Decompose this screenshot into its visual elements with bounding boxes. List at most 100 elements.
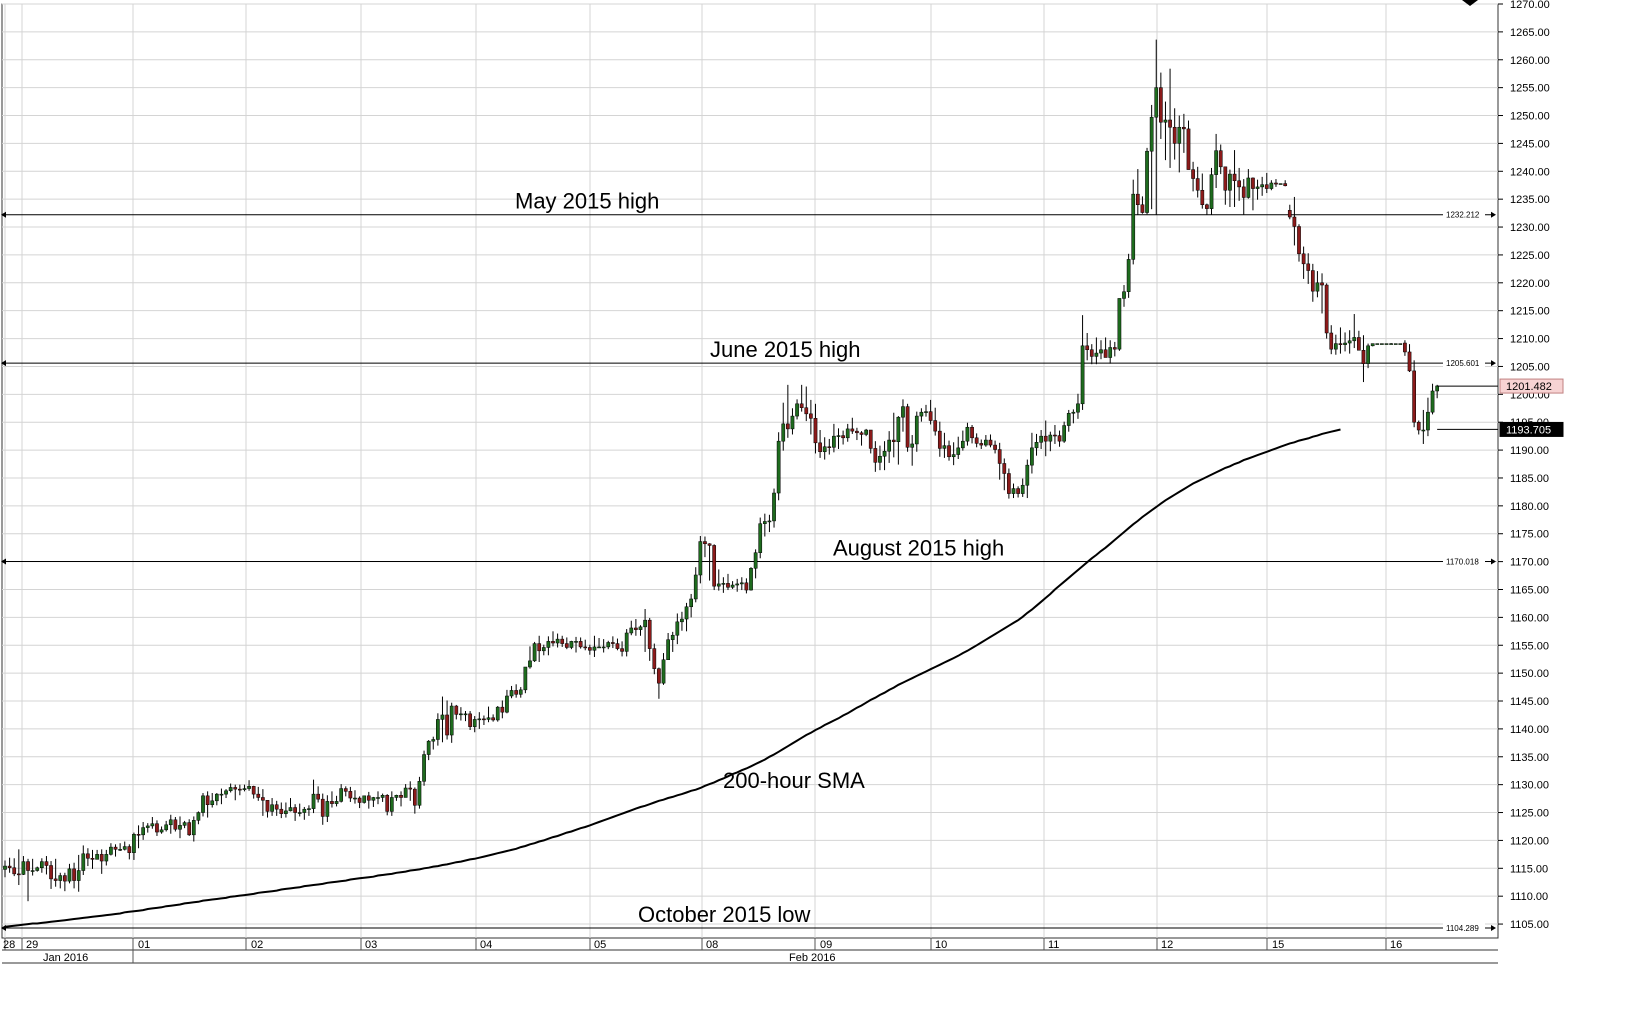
candle — [164, 820, 169, 832]
candle — [463, 711, 468, 722]
x-tick-label: 16 — [1390, 939, 1402, 951]
candle-body-up — [1030, 447, 1034, 466]
candle — [1251, 177, 1255, 211]
candle-body-down — [99, 854, 104, 862]
y-tick-label: 1140.00 — [1510, 724, 1549, 736]
candle-body-up — [1094, 352, 1099, 357]
candle — [99, 849, 104, 874]
candle-body-up — [376, 797, 380, 799]
candle — [150, 816, 155, 829]
candle — [1002, 458, 1007, 491]
candle — [214, 793, 219, 806]
level-value-label: 1205.601 — [1446, 359, 1480, 368]
candle — [76, 854, 81, 892]
candle-body-up — [426, 740, 431, 755]
candle-body-up — [1209, 174, 1214, 209]
candle — [1393, 343, 1398, 345]
candle-body-up — [762, 521, 767, 524]
candle-body-down — [72, 868, 76, 881]
y-tick-label: 1175.00 — [1510, 529, 1549, 541]
level-value-bg — [1443, 357, 1485, 370]
candle-body-down — [155, 823, 159, 833]
candle-body-up — [832, 435, 836, 448]
y-tick-label: 1260.00 — [1510, 55, 1550, 67]
candle-body-down — [712, 545, 717, 587]
candle — [965, 422, 970, 446]
level-arrow-right-icon — [1491, 360, 1496, 367]
candle — [1163, 101, 1168, 161]
candle — [818, 430, 822, 458]
candle — [1117, 298, 1122, 351]
candle — [1384, 343, 1389, 345]
candle-body-down — [1007, 473, 1011, 494]
y-tick-label: 1115.00 — [1510, 863, 1548, 875]
candle-body-down — [1338, 343, 1343, 345]
candle — [657, 667, 661, 699]
candle — [1025, 459, 1030, 499]
candle — [1241, 179, 1246, 215]
candle — [1366, 343, 1370, 369]
candle — [537, 635, 542, 662]
candle-body-up — [735, 583, 740, 586]
candle — [551, 631, 555, 647]
candle-body-up — [1076, 403, 1080, 413]
candle — [643, 609, 647, 652]
candle — [1066, 409, 1071, 432]
candle-body-down — [399, 795, 403, 798]
candle — [1149, 104, 1154, 210]
candle — [956, 436, 961, 460]
candle-body-down — [205, 795, 210, 805]
candle — [136, 825, 141, 849]
candle — [878, 445, 882, 471]
candle — [1412, 360, 1416, 428]
y-tick-label: 1160.00 — [1510, 612, 1549, 624]
candle-body-down — [7, 865, 12, 868]
candle — [624, 629, 629, 657]
candle — [118, 843, 122, 852]
candle — [394, 794, 399, 801]
candle-body-down — [1191, 169, 1195, 179]
candle — [302, 806, 307, 820]
level-arrow-right-icon — [1491, 558, 1496, 565]
candle-body-up — [1039, 435, 1043, 443]
candle-body-up — [739, 582, 744, 585]
candle — [896, 416, 901, 465]
candle-body-up — [592, 646, 597, 651]
candle-body-up — [965, 426, 970, 442]
candle — [173, 816, 178, 832]
candle — [891, 412, 896, 458]
candle-body-down — [1283, 183, 1288, 187]
candle — [583, 639, 588, 651]
candle — [482, 715, 486, 725]
candle-body-up — [486, 717, 491, 720]
candle — [509, 685, 514, 699]
candle — [1361, 335, 1366, 383]
price-tag-label: 1193.705 — [1506, 424, 1551, 436]
price-tag-box — [1499, 421, 1564, 437]
candle — [39, 858, 44, 873]
candle-body-up — [1343, 342, 1347, 345]
level-value-bg — [1443, 208, 1485, 221]
candle-body-up — [472, 719, 477, 727]
candle — [680, 611, 684, 631]
candle-body-up — [767, 520, 772, 523]
candle — [523, 666, 528, 694]
x-tick-label: 09 — [820, 939, 832, 951]
candle — [1085, 332, 1090, 361]
candle — [615, 638, 620, 651]
candle — [1214, 133, 1218, 189]
candle — [440, 696, 445, 743]
candle — [1287, 204, 1292, 220]
level-value-bg — [1443, 555, 1485, 568]
candle — [293, 804, 297, 821]
candle — [859, 431, 864, 446]
candle — [486, 706, 491, 723]
candle-body-down — [1218, 150, 1223, 168]
candle — [707, 543, 712, 581]
candle — [960, 430, 965, 451]
candle — [762, 513, 767, 537]
y-tick-label: 1225.00 — [1510, 250, 1550, 262]
candle — [238, 784, 242, 796]
candle-body-up — [1421, 429, 1426, 432]
candle-body-down — [1306, 263, 1311, 271]
